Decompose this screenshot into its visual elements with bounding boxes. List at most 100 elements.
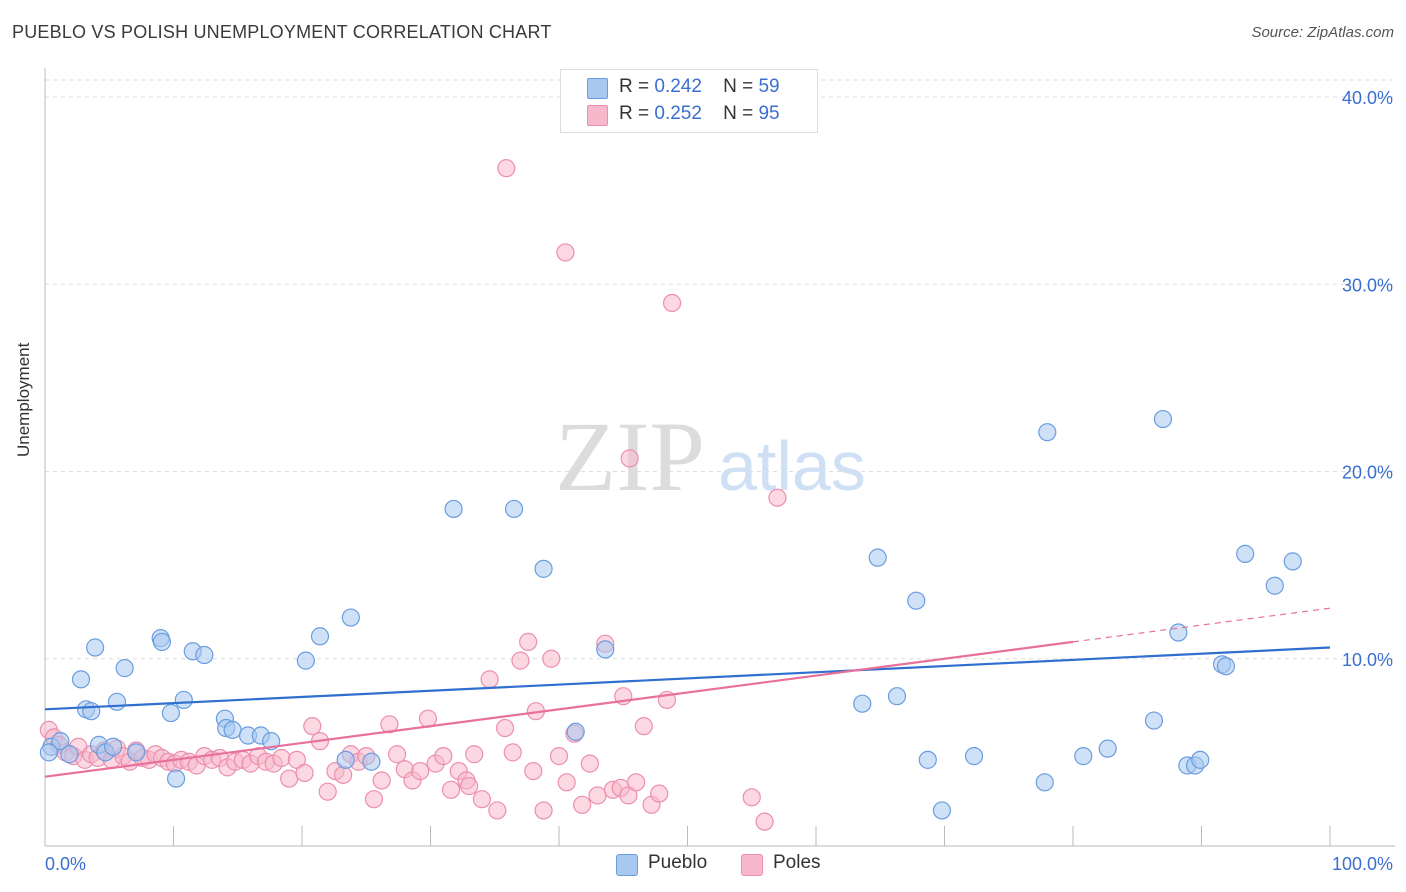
pueblo-n-value: 59 [758,76,780,97]
poles-point-73 [573,795,592,814]
poles-point-70 [549,747,569,766]
poles-point-89 [497,159,516,178]
poles-point-86 [755,812,774,831]
poles-point-62 [488,801,507,820]
poles-point-38 [303,717,322,736]
pueblo-point-30 [362,752,381,771]
pueblo-point-49 [1169,623,1188,642]
y-tick-label-20: 20.0% [1342,463,1393,483]
poles-point-60 [472,790,491,809]
pueblo-point-44 [1038,423,1057,442]
poles-point-48 [380,715,399,734]
poles-point-83 [650,784,669,803]
pueblo-point-40 [918,750,937,769]
poles-point-69 [542,649,561,668]
poles-point-47 [372,771,391,790]
y-tick-label-30: 30.0% [1342,275,1393,295]
pueblo-point-29 [341,608,360,627]
source-label: Source: ZipAtlas.com [1251,24,1394,41]
poles-point-49 [387,745,407,764]
pueblo-legend-swatch [616,854,638,876]
pueblo-point-11 [115,659,134,678]
chart-title: PUEBLO VS POLISH UNEMPLOYMENT CORRELATIO… [12,22,552,42]
pueblo-point-15 [174,690,193,710]
pueblo-point-28 [336,750,355,769]
poles-legend-swatch [741,854,763,876]
pueblo-point-33 [534,559,553,578]
poles-swatch [587,105,608,126]
pueblo-point-52 [1191,750,1210,769]
x-tick-label-min: 0.0% [45,854,86,874]
poles-point-91 [662,293,682,313]
poles-point-42 [334,765,353,784]
poles-point-88 [620,449,639,468]
poles-point-59 [465,745,484,764]
x-tick-label-max: 100.0% [1332,854,1393,874]
pueblo-point-6 [86,638,105,657]
poles-point-74 [580,754,599,773]
poles-point-46 [364,790,384,809]
pueblo-point-58 [39,743,58,762]
pueblo-point-17 [152,632,172,651]
poles-r-value: 0.252 [654,103,702,124]
pueblo-point-3 [71,670,91,689]
poles-point-61 [480,670,499,689]
poles-point-81 [634,717,653,736]
pueblo-swatch [587,78,608,99]
pueblo-point-34 [566,722,585,741]
poles-point-56 [441,780,461,799]
poles-point-64 [503,743,522,762]
poles-point-65 [511,651,530,670]
y-tick-label-40: 40.0% [1342,88,1393,108]
pueblo-point-5 [82,702,101,721]
pueblo-point-32 [504,499,524,519]
pueblo-point-35 [596,640,615,659]
pueblo-point-36 [853,694,872,713]
pueblo-point-12 [127,743,146,762]
poles-point-75 [588,786,607,805]
pueblo-r-value: 0.242 [654,76,702,97]
poles-point-35 [280,769,299,788]
pueblo-point-14 [166,769,186,788]
pueblo-r-label: R = [619,76,650,97]
poles-point-63 [495,718,515,738]
pueblo-point-10 [107,692,127,711]
poles-point-90 [556,243,575,262]
pueblo-point-46 [1098,739,1117,758]
pueblo-point-31 [444,499,463,519]
poles-point-80 [626,773,646,792]
pueblo-point-47 [1144,711,1164,730]
poles-n-label: N = [723,103,754,124]
pueblo-point-9 [104,737,123,756]
pueblo-point-38 [887,687,907,706]
pueblo-trend-line [44,646,1331,711]
pueblo-point-42 [964,747,984,766]
pueblo-point-37 [868,548,887,567]
poles-trend-line [44,640,1074,778]
pueblo-point-43 [1035,773,1054,792]
pueblo-point-19 [195,645,214,665]
poles-n-value: 95 [758,103,780,124]
poles-point-34 [272,748,291,768]
pueblo-point-1 [51,732,70,751]
correlation-legend: R = 0.242 N = 59 R = 0.252 N = 95 [560,69,818,133]
poles-trend-line-extension [1072,607,1331,643]
poles-point-52 [411,761,430,781]
pueblo-point-22 [223,720,242,740]
pueblo-point-27 [310,627,330,646]
poles-point-66 [519,632,538,651]
pueblo-point-41 [932,801,952,820]
pueblo-n-label: N = [723,76,754,97]
poles-point-85 [742,788,761,807]
pueblo-point-56 [1265,576,1284,595]
pueblo-point-26 [296,651,315,670]
pueblo-legend-label: Pueblo [648,852,708,873]
pueblo-point-54 [1216,657,1236,676]
poles-r-label: R = [619,103,650,124]
y-tick-label-10: 10.0% [1342,650,1393,670]
pueblo-point-25 [262,732,281,751]
poles-point-71 [557,773,576,792]
pueblo-point-48 [1153,409,1173,429]
watermark-atlas: atlas [718,427,866,505]
